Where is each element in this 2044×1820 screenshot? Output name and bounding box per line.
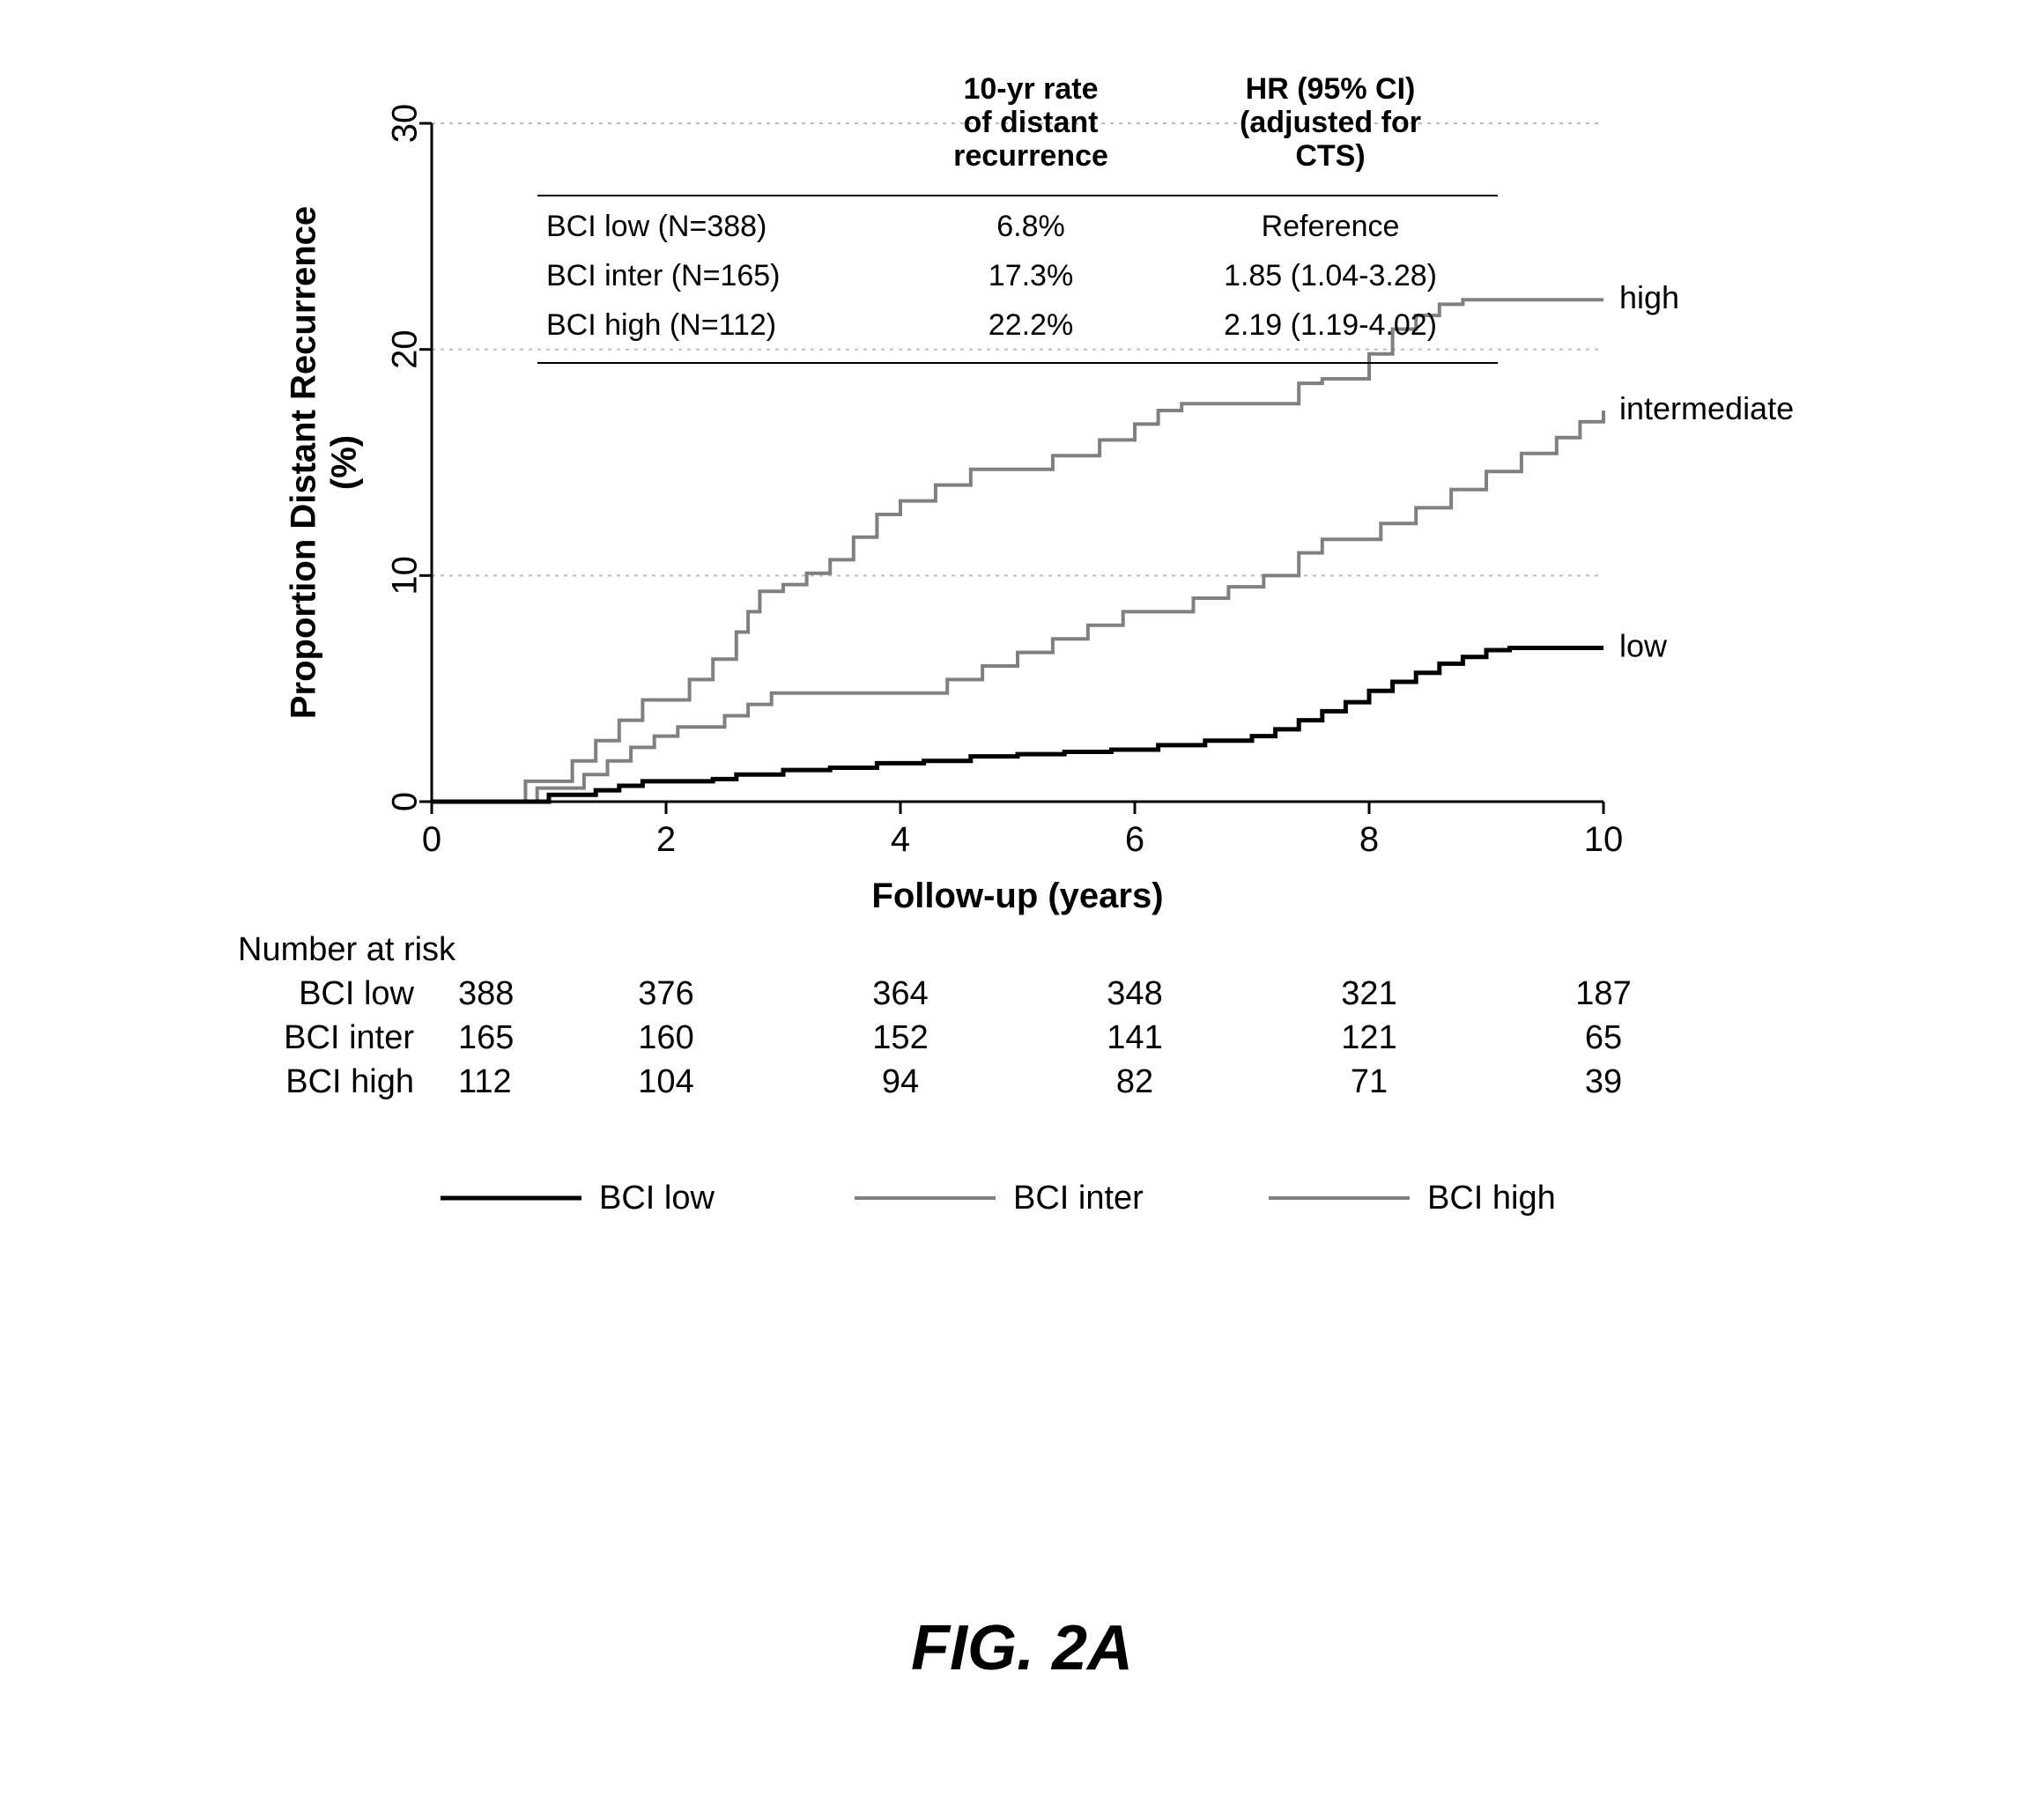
risk-cell: 141 xyxy=(1107,1019,1162,1056)
x-tick-label: 6 xyxy=(1125,820,1144,859)
risk-cell: 94 xyxy=(882,1063,919,1100)
inset-cell: 2.19 (1.19-4.02) xyxy=(1224,308,1437,342)
inset-header: (adjusted for xyxy=(1240,106,1421,139)
legend-label: BCI inter xyxy=(1013,1180,1144,1217)
figure-caption: FIG. 2A xyxy=(0,1612,2044,1684)
inset-header: of distant xyxy=(964,106,1099,139)
inset-cell: BCI low (N=388) xyxy=(546,210,766,243)
risk-cell: 160 xyxy=(638,1019,693,1056)
series-high xyxy=(432,300,1603,802)
inset-header: HR (95% CI) xyxy=(1246,72,1416,106)
inset-cell: 22.2% xyxy=(989,308,1073,342)
risk-cell: 364 xyxy=(872,975,928,1012)
inset-header: recurrence xyxy=(953,139,1108,173)
series-high-end-label: high xyxy=(1619,279,1679,315)
y-tick-label: 30 xyxy=(386,104,425,144)
inset-cell: 6.8% xyxy=(996,210,1065,243)
risk-cell: 152 xyxy=(872,1019,928,1056)
risk-cell: 321 xyxy=(1341,975,1396,1012)
risk-title: Number at risk xyxy=(238,931,456,968)
risk-row-label: BCI high xyxy=(285,1063,414,1100)
risk-cell: 187 xyxy=(1575,975,1631,1012)
risk-cell: 82 xyxy=(1116,1063,1153,1100)
risk-cell: 165 xyxy=(458,1019,514,1056)
risk-cell: 104 xyxy=(638,1063,693,1100)
inset-header: 10-yr rate xyxy=(963,72,1098,106)
inset-cell: Reference xyxy=(1262,210,1400,243)
series-low xyxy=(432,647,1603,802)
legend-label: BCI low xyxy=(599,1180,715,1217)
risk-cell: 348 xyxy=(1107,975,1162,1012)
inset-cell: BCI high (N=112) xyxy=(546,308,776,342)
inset-cell: BCI inter (N=165) xyxy=(546,259,781,292)
x-tick-label: 10 xyxy=(1584,820,1624,859)
x-tick-label: 2 xyxy=(656,820,676,859)
x-tick-label: 4 xyxy=(891,820,910,859)
risk-row-label: BCI low xyxy=(299,975,414,1012)
inset-cell: 1.85 (1.04-3.28) xyxy=(1224,259,1437,292)
risk-cell: 121 xyxy=(1341,1019,1396,1056)
x-tick-label: 0 xyxy=(422,820,441,859)
y-tick-label: 20 xyxy=(386,329,425,369)
y-axis-label: (%) xyxy=(325,435,364,490)
risk-cell: 376 xyxy=(638,975,693,1012)
risk-cell: 71 xyxy=(1351,1063,1388,1100)
y-axis-label: Proportion Distant Recurrence xyxy=(285,206,323,719)
series-inter-end-label: intermediate xyxy=(1619,390,1794,426)
inset-cell: 17.3% xyxy=(989,259,1073,292)
x-tick-label: 8 xyxy=(1359,820,1379,859)
inset-header: CTS) xyxy=(1295,139,1365,173)
risk-cell: 112 xyxy=(458,1063,512,1100)
y-tick-label: 0 xyxy=(386,792,425,811)
risk-cell: 388 xyxy=(458,975,514,1012)
risk-cell: 39 xyxy=(1585,1063,1622,1100)
y-tick-label: 10 xyxy=(386,556,425,596)
km-chart: 0 10 20 30 0 2 4 6 8 10 Proportion Distant Recurre… xyxy=(229,70,1903,1480)
risk-cell: 65 xyxy=(1585,1019,1622,1056)
risk-row-label: BCI inter xyxy=(284,1019,414,1056)
series-low-end-label: low xyxy=(1619,627,1668,663)
legend-label: BCI high xyxy=(1427,1180,1556,1217)
x-axis-label: Follow-up (years) xyxy=(871,877,1163,915)
